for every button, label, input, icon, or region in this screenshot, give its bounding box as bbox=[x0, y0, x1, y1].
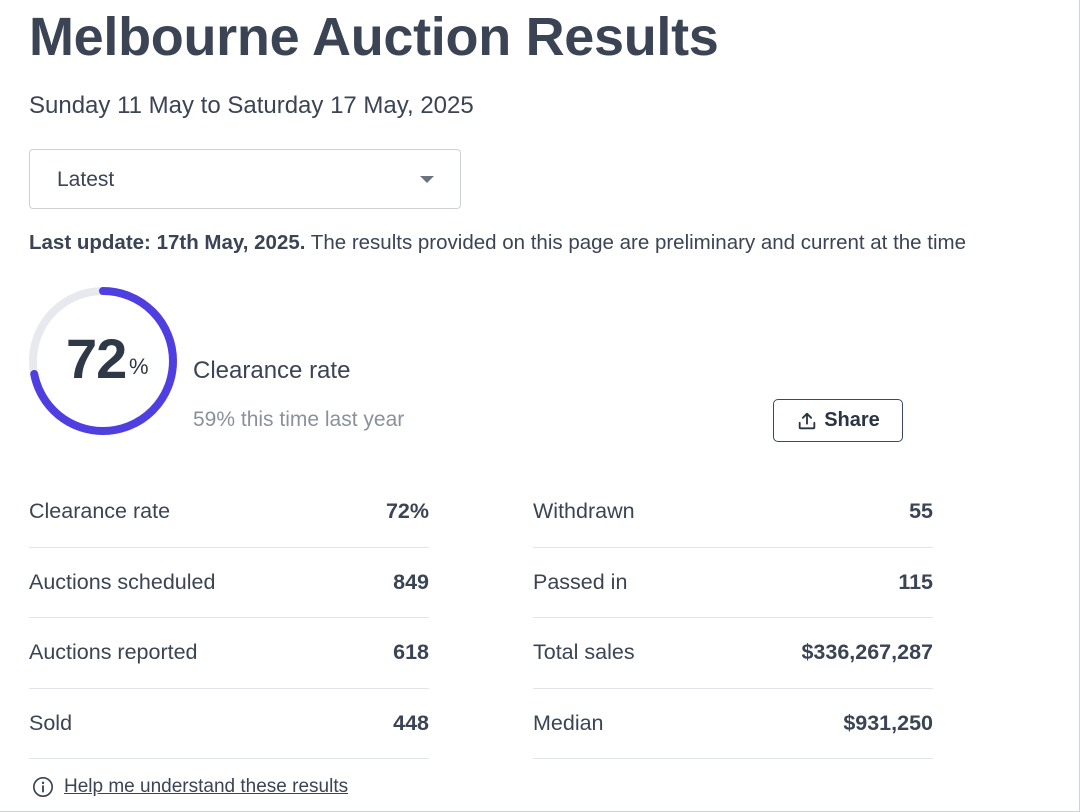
stat-value: 72% bbox=[385, 499, 429, 523]
stat-value: $931,250 bbox=[843, 710, 933, 735]
period-select-value: Latest bbox=[57, 168, 115, 191]
share-label: Share bbox=[824, 409, 880, 431]
stat-row-clearance-rate: Clearance rate 72% bbox=[29, 477, 429, 548]
gauge-label: Clearance rate bbox=[193, 357, 351, 384]
stat-value: 448 bbox=[393, 710, 429, 735]
chevron-down-icon bbox=[420, 176, 434, 183]
notice-text: The results provided on this page are pr… bbox=[305, 231, 966, 254]
stat-row-total-sales: Total sales $336,267,287 bbox=[533, 618, 933, 689]
gauge-comparison: 59% this time last year bbox=[193, 408, 405, 431]
share-upload-icon bbox=[798, 412, 816, 429]
stats-table-left: Clearance rate 72% Auctions scheduled 84… bbox=[29, 477, 429, 759]
stat-label: Withdrawn bbox=[533, 499, 635, 523]
update-notice: Last update: 17th May, 2025. The results… bbox=[29, 231, 1079, 255]
help-link-label: Help me understand these results bbox=[64, 776, 349, 797]
gauge-fill bbox=[29, 287, 177, 435]
stat-label: Clearance rate bbox=[29, 499, 171, 523]
last-update-label: Last update: 17th May, 2025. bbox=[29, 231, 306, 254]
stats-table-right: Withdrawn 55 Passed in 115 Total sales $… bbox=[533, 477, 933, 759]
gauge-unit: % bbox=[129, 354, 149, 379]
stat-row-median: Median $931,250 bbox=[533, 689, 933, 759]
page-title: Melbourne Auction Results bbox=[29, 7, 719, 67]
stat-row-auctions-scheduled: Auctions scheduled 849 bbox=[29, 548, 429, 618]
share-button[interactable]: Share bbox=[773, 399, 903, 442]
stat-value: $336,267,287 bbox=[801, 640, 933, 664]
help-link[interactable]: Help me understand these results bbox=[32, 776, 348, 798]
clearance-rate-gauge bbox=[29, 287, 177, 435]
stat-row-passed-in: Passed in 115 bbox=[533, 548, 933, 618]
stat-value: 115 bbox=[898, 569, 933, 594]
stat-label: Sold bbox=[29, 710, 73, 735]
stat-label: Total sales bbox=[533, 640, 635, 664]
stat-label: Auctions reported bbox=[29, 640, 198, 664]
stat-value: 849 bbox=[393, 569, 429, 594]
period-select[interactable]: Latest bbox=[29, 149, 461, 209]
date-range: Sunday 11 May to Saturday 17 May, 2025 bbox=[29, 92, 474, 119]
stat-row-sold: Sold 448 bbox=[29, 689, 429, 759]
stat-label: Passed in bbox=[533, 569, 628, 594]
gauge-value: 72 bbox=[66, 327, 127, 390]
stat-row-withdrawn: Withdrawn 55 bbox=[533, 477, 933, 548]
stat-label: Median bbox=[533, 710, 604, 735]
info-icon bbox=[33, 777, 53, 797]
stat-row-auctions-reported: Auctions reported 618 bbox=[29, 618, 429, 689]
stat-value: 55 bbox=[909, 499, 933, 523]
stat-value: 618 bbox=[393, 640, 429, 664]
stat-label: Auctions scheduled bbox=[29, 569, 216, 594]
